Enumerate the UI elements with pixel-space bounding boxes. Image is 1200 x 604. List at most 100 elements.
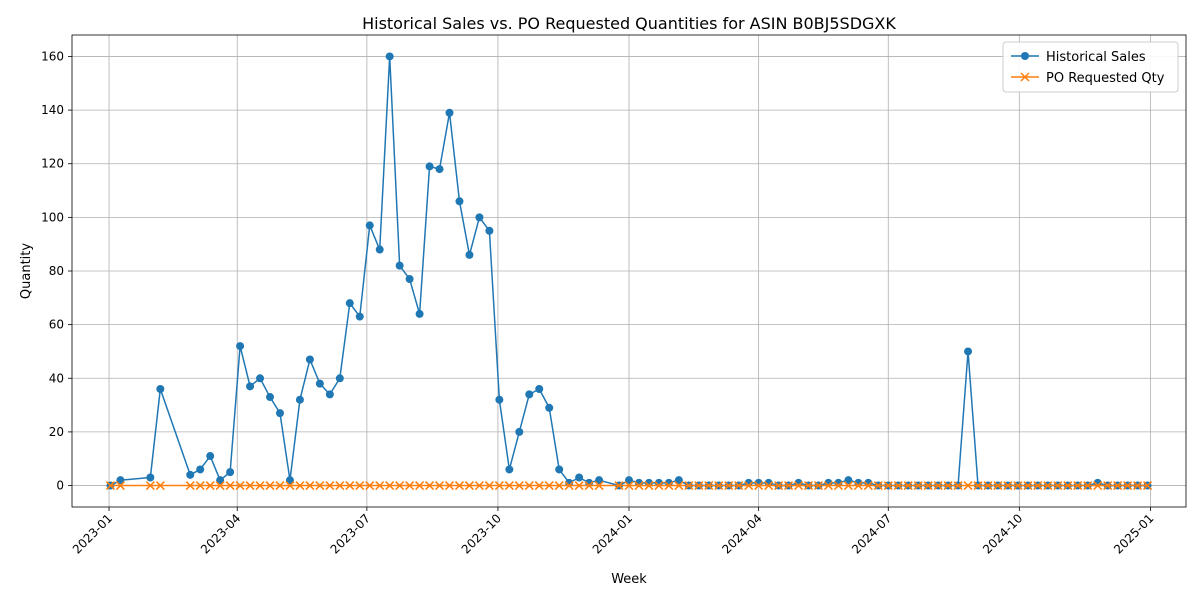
data-point-po-requested-qty xyxy=(953,481,963,491)
data-point-po-requested-qty xyxy=(714,481,724,491)
data-point-historical-sales xyxy=(415,309,424,318)
data-point-historical-sales xyxy=(485,226,494,235)
data-point-po-requested-qty xyxy=(405,481,415,491)
data-point-historical-sales xyxy=(305,355,314,364)
data-point-po-requested-qty xyxy=(983,481,993,491)
data-point-historical-sales xyxy=(625,476,633,485)
data-point-historical-sales xyxy=(674,476,683,485)
data-point-po-requested-qty xyxy=(744,481,754,491)
data-point-po-requested-qty xyxy=(1103,481,1113,491)
data-point-po-requested-qty xyxy=(654,481,664,491)
data-point-po-requested-qty xyxy=(1073,481,1083,491)
data-point-po-requested-qty xyxy=(853,481,863,491)
data-point-historical-sales xyxy=(475,213,484,222)
data-point-po-requested-qty xyxy=(1083,481,1093,491)
data-point-po-requested-qty xyxy=(674,481,684,491)
data-point-po-requested-qty xyxy=(185,481,195,491)
data-point-historical-sales xyxy=(315,379,324,388)
data-point-historical-sales xyxy=(226,468,235,477)
data-point-po-requested-qty xyxy=(474,481,484,491)
data-point-historical-sales xyxy=(575,473,584,482)
data-point-historical-sales xyxy=(256,374,265,383)
legend-label-historical-sales: Historical Sales xyxy=(1046,50,1146,65)
data-point-po-requested-qty xyxy=(235,481,245,491)
data-point-po-requested-qty xyxy=(484,481,494,491)
data-point-historical-sales xyxy=(445,108,454,117)
legend-marker-po-requested-qty xyxy=(1020,72,1030,82)
series-po-requested-qty xyxy=(105,481,1153,491)
data-point-po-requested-qty xyxy=(624,481,634,491)
data-point-po-requested-qty xyxy=(524,481,534,491)
data-point-po-requested-qty xyxy=(265,481,275,491)
legend-box xyxy=(1002,41,1179,93)
data-point-po-requested-qty xyxy=(823,481,833,491)
data-point-po-requested-qty xyxy=(115,481,125,491)
data-point-historical-sales xyxy=(196,465,205,474)
y-tick-label: 160 xyxy=(41,49,64,63)
data-point-historical-sales xyxy=(375,245,384,254)
data-point-po-requested-qty xyxy=(793,481,804,491)
data-point-po-requested-qty xyxy=(325,481,335,491)
data-point-po-requested-qty xyxy=(1063,481,1073,491)
data-point-po-requested-qty xyxy=(594,481,604,491)
data-point-po-requested-qty xyxy=(195,481,205,491)
data-point-po-requested-qty xyxy=(564,481,574,491)
data-point-po-requested-qty xyxy=(933,481,943,491)
data-point-po-requested-qty xyxy=(454,481,465,491)
data-point-po-requested-qty xyxy=(1053,481,1063,491)
chart-title: Historical Sales vs. PO Requested Quanti… xyxy=(362,14,896,33)
data-point-po-requested-qty xyxy=(963,481,973,491)
data-point-po-requested-qty xyxy=(973,481,983,491)
data-point-historical-sales xyxy=(595,476,604,485)
y-axis: 0 20 40 60 80 100 120 140 160 xyxy=(41,49,72,493)
data-point-po-requested-qty xyxy=(754,481,764,491)
data-point-po-requested-qty xyxy=(784,481,794,491)
data-point-po-requested-qty xyxy=(245,481,255,491)
data-point-historical-sales xyxy=(555,465,564,474)
data-point-historical-sales xyxy=(206,452,215,461)
data-point-po-requested-qty xyxy=(913,481,923,491)
legend: Historical Sales PO Requested Qty xyxy=(1002,41,1179,93)
data-point-po-requested-qty xyxy=(893,481,903,491)
data-point-historical-sales xyxy=(365,221,374,230)
data-point-po-requested-qty xyxy=(365,481,375,491)
data-point-po-requested-qty xyxy=(514,481,524,491)
data-point-po-requested-qty xyxy=(803,481,814,491)
data-point-po-requested-qty xyxy=(315,481,325,491)
data-point-po-requested-qty xyxy=(385,481,395,491)
data-point-po-requested-qty xyxy=(544,481,554,491)
data-point-po-requested-qty xyxy=(1003,481,1013,491)
data-point-historical-sales xyxy=(395,261,404,270)
data-point-po-requested-qty xyxy=(1033,481,1043,491)
data-point-historical-sales xyxy=(236,342,245,351)
data-point-po-requested-qty xyxy=(1013,481,1023,491)
data-point-po-requested-qty xyxy=(375,481,385,491)
y-tick-label: 20 xyxy=(49,425,64,439)
data-point-historical-sales xyxy=(246,382,255,391)
data-point-historical-sales xyxy=(964,347,973,356)
data-point-po-requested-qty xyxy=(1123,481,1133,491)
data-point-historical-sales xyxy=(345,299,354,308)
y-tick-label: 120 xyxy=(41,157,64,171)
data-point-po-requested-qty xyxy=(873,481,883,491)
data-point-po-requested-qty xyxy=(435,481,445,491)
data-point-po-requested-qty xyxy=(813,481,823,491)
data-point-po-requested-qty xyxy=(843,481,853,491)
data-point-historical-sales xyxy=(325,390,334,399)
data-point-po-requested-qty xyxy=(724,481,734,491)
data-point-po-requested-qty xyxy=(105,481,115,491)
data-point-po-requested-qty xyxy=(534,481,544,491)
data-point-historical-sales xyxy=(505,465,514,474)
data-point-historical-sales xyxy=(495,395,504,404)
y-tick-label: 0 xyxy=(56,479,64,493)
data-point-po-requested-qty xyxy=(943,481,953,491)
data-point-po-requested-qty xyxy=(1143,481,1153,491)
data-point-po-requested-qty xyxy=(634,481,644,491)
data-point-po-requested-qty xyxy=(903,481,913,491)
y-tick-label: 100 xyxy=(41,210,64,224)
y-tick-label: 80 xyxy=(49,264,64,278)
data-point-po-requested-qty xyxy=(883,481,893,491)
data-point-po-requested-qty xyxy=(345,481,355,491)
data-point-historical-sales xyxy=(275,409,284,418)
data-point-historical-sales xyxy=(385,52,394,61)
